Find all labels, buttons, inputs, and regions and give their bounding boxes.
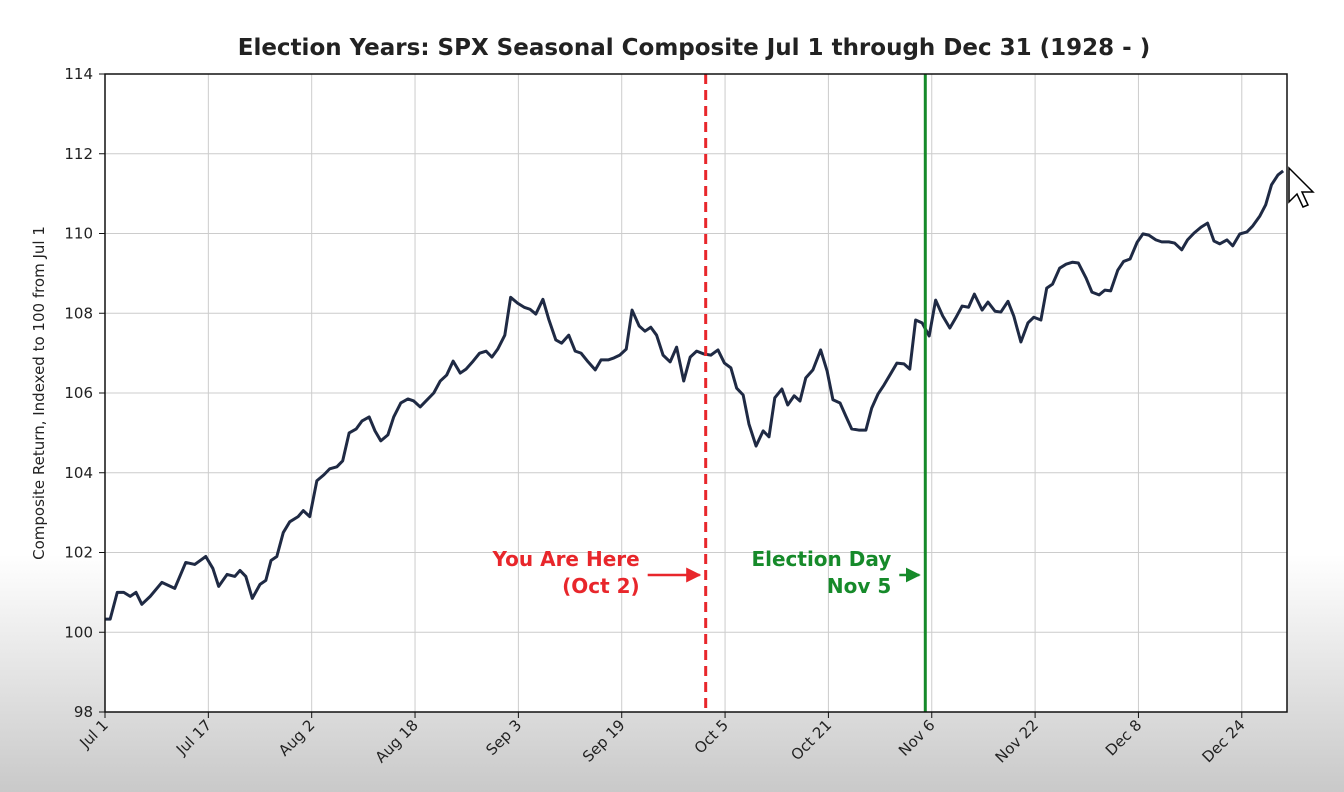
y-tick-label: 104	[64, 464, 93, 482]
y-axis-label: Composite Return, Indexed to 100 from Ju…	[30, 226, 48, 560]
marks	[105, 74, 1285, 712]
y-tick-label: 108	[64, 304, 93, 322]
y-tick-label: 114	[64, 65, 93, 83]
annotation-text: You Are Here	[492, 547, 640, 571]
y-tick-label: 102	[64, 544, 93, 562]
y-tick-label: 106	[64, 384, 93, 402]
data-line	[105, 169, 1285, 621]
chart-title: Election Years: SPX Seasonal Composite J…	[238, 35, 1151, 61]
grid	[104, 73, 1287, 713]
annotation-text: Election Day	[751, 547, 891, 571]
annotation-text: Nov 5	[827, 574, 891, 598]
y-tick-label: 110	[64, 225, 93, 243]
y-tick-label: 112	[64, 145, 93, 163]
y-tick-label: 98	[74, 703, 93, 721]
annotation-text: (Oct 2)	[562, 574, 640, 598]
y-tick-label: 100	[64, 623, 93, 641]
mouse-cursor	[1288, 166, 1315, 208]
